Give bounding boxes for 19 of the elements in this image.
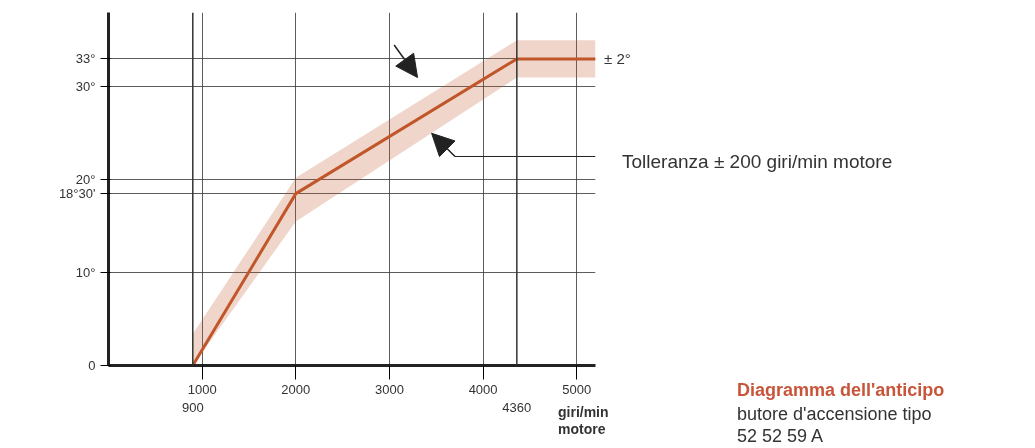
x-axis-title: giri/min motore bbox=[558, 403, 609, 439]
y-tick-label: 30° bbox=[75, 79, 96, 95]
y-tick-label: 10° bbox=[75, 265, 96, 281]
text: butore d'accensione tipo bbox=[737, 403, 932, 426]
y-tick-label: 18°30' bbox=[58, 186, 96, 202]
ref-line-label: 4360 bbox=[502, 399, 532, 415]
text: Tolleranza ± 200 giri/min motore bbox=[622, 150, 893, 174]
text: 52 52 59 A bbox=[737, 425, 824, 448]
y-tick-label: 0 bbox=[88, 358, 96, 373]
annotation: ± 2° bbox=[604, 49, 631, 70]
ref-line-label: 900 bbox=[181, 399, 204, 415]
y-tick-label: 33° bbox=[75, 51, 96, 67]
x-tick-label: 4000 bbox=[468, 381, 498, 397]
x-tick-label: 1000 bbox=[187, 381, 217, 397]
x-tick-label: 5000 bbox=[562, 381, 592, 397]
y-tick-label: 20° bbox=[75, 172, 96, 188]
x-tick-label: 3000 bbox=[375, 381, 404, 397]
x-tick-label: 2000 bbox=[281, 381, 311, 397]
text: Diagramma dell'anticipo bbox=[737, 379, 945, 402]
